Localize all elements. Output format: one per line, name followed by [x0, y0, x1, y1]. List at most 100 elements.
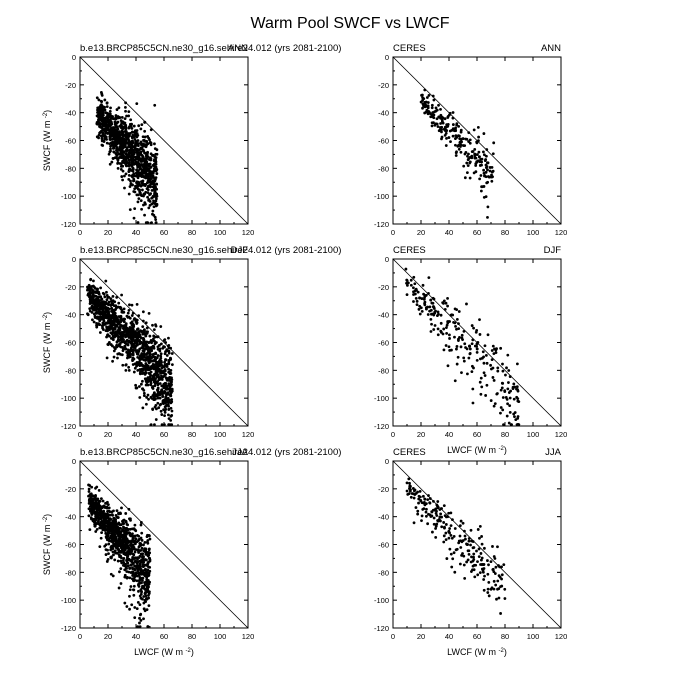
- data-point: [442, 299, 446, 303]
- data-point: [484, 175, 488, 179]
- data-point: [430, 103, 434, 107]
- data-point: [95, 135, 99, 139]
- data-point: [445, 323, 449, 327]
- data-point: [122, 330, 126, 334]
- data-point: [156, 390, 160, 393]
- data-point: [170, 400, 174, 404]
- data-point: [471, 338, 475, 342]
- data-point: [125, 114, 128, 118]
- data-point: [117, 521, 121, 525]
- data-point: [108, 124, 112, 128]
- data-point: [493, 572, 497, 575]
- data-point: [509, 389, 513, 393]
- data-point: [405, 279, 409, 283]
- data-point: [131, 167, 135, 171]
- panel-season-label: DJF: [544, 245, 562, 256]
- data-point: [126, 564, 130, 568]
- data-point: [105, 325, 108, 329]
- data-point: [145, 344, 149, 348]
- data-point: [138, 616, 141, 620]
- data-point: [130, 563, 133, 567]
- data-point: [412, 290, 415, 294]
- data-point: [504, 373, 507, 377]
- data-point: [115, 145, 119, 149]
- data-point: [149, 359, 153, 363]
- data-point: [99, 497, 103, 501]
- data-point: [506, 402, 509, 406]
- data-point: [513, 411, 517, 414]
- data-point: [114, 347, 117, 351]
- data-point: [159, 325, 163, 328]
- y-tick-label: -20: [65, 283, 76, 292]
- data-point: [458, 562, 462, 566]
- data-point: [133, 606, 137, 609]
- data-point: [467, 552, 471, 556]
- data-point: [109, 115, 113, 118]
- data-point: [414, 506, 418, 509]
- data-point: [143, 135, 147, 139]
- data-point: [126, 528, 129, 532]
- data-point: [480, 542, 484, 546]
- data-point: [154, 323, 157, 327]
- data-point: [146, 589, 150, 593]
- data-point: [460, 554, 463, 557]
- data-point: [478, 380, 482, 384]
- data-point: [496, 366, 500, 370]
- data-point: [468, 344, 472, 348]
- x-tick-label: 80: [188, 228, 196, 237]
- data-point: [150, 177, 153, 180]
- data-point: [425, 96, 429, 99]
- data-point: [142, 332, 146, 336]
- data-point: [94, 530, 98, 533]
- data-point: [125, 338, 129, 342]
- data-point: [159, 352, 163, 356]
- data-point: [102, 292, 106, 296]
- data-point: [448, 337, 451, 340]
- data-point: [405, 481, 409, 485]
- y-tick-label: 0: [72, 53, 76, 62]
- data-point: [421, 102, 425, 106]
- data-point: [99, 295, 102, 298]
- data-point: [486, 333, 490, 337]
- data-point: [138, 625, 142, 628]
- y-axis-label: SWCF (W m -2): [42, 110, 52, 171]
- data-point: [448, 547, 452, 551]
- data-point: [507, 381, 510, 384]
- y-tick-label: -20: [378, 485, 389, 494]
- data-point: [465, 161, 469, 165]
- data-point: [434, 524, 438, 528]
- data-point: [422, 292, 425, 296]
- data-point: [163, 391, 167, 394]
- data-point: [135, 129, 139, 132]
- data-point: [508, 404, 512, 408]
- data-point: [140, 346, 144, 349]
- data-point: [467, 537, 471, 540]
- data-point: [495, 392, 499, 396]
- data-point: [142, 175, 145, 178]
- data-point: [457, 327, 461, 331]
- data-point: [128, 533, 132, 537]
- data-point: [120, 293, 123, 297]
- data-point: [164, 395, 168, 399]
- data-point: [516, 397, 520, 400]
- data-point: [475, 347, 479, 351]
- data-point: [106, 296, 110, 299]
- data-point: [95, 96, 99, 100]
- data-point: [107, 152, 111, 156]
- data-point: [116, 116, 120, 120]
- y-axis-label: SWCF (W m -2): [42, 312, 52, 373]
- data-point: [463, 529, 466, 533]
- reference-line: [392, 56, 562, 225]
- data-point: [132, 216, 136, 220]
- data-point: [97, 98, 101, 102]
- data-point: [415, 299, 419, 303]
- data-point: [127, 151, 131, 154]
- data-point: [460, 333, 464, 337]
- data-point: [148, 551, 152, 555]
- data-point: [163, 414, 166, 418]
- data-point: [144, 594, 148, 598]
- data-point: [125, 153, 129, 157]
- data-point: [470, 555, 473, 559]
- data-point: [131, 331, 135, 335]
- panel-left-label: b.e13.BRCP85C5CN.ne30_g16.sehire24.012 (…: [80, 447, 341, 458]
